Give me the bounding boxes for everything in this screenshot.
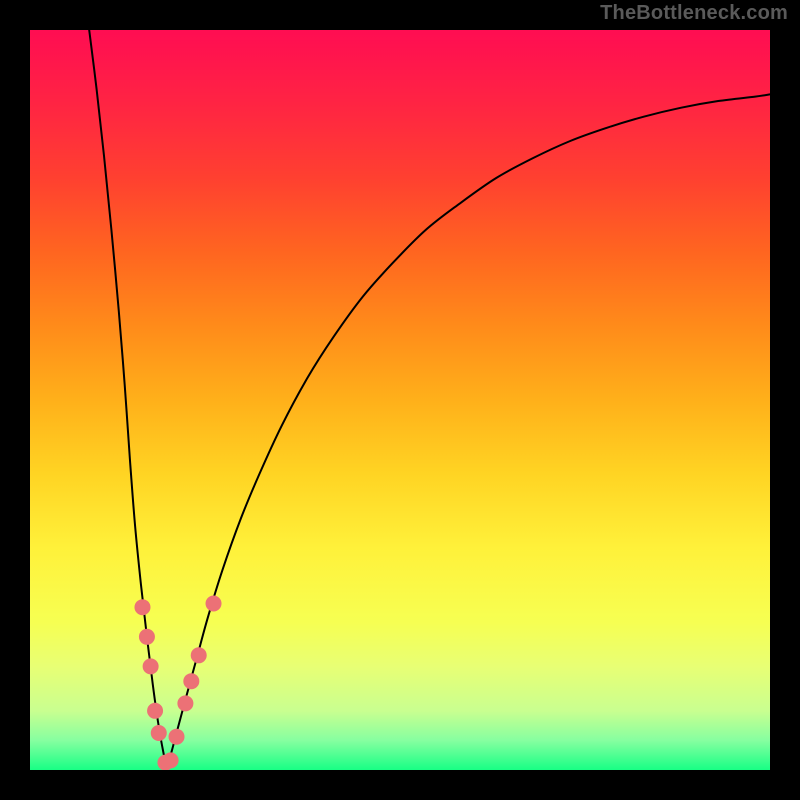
plot-area	[30, 30, 770, 770]
data-marker	[177, 695, 193, 711]
data-marker	[183, 673, 199, 689]
data-marker	[139, 629, 155, 645]
bottleneck-chart: TheBottleneck.com	[0, 0, 800, 800]
data-marker	[151, 725, 167, 741]
data-marker	[169, 729, 185, 745]
chart-svg	[0, 0, 800, 800]
data-marker	[143, 658, 159, 674]
data-marker	[191, 647, 207, 663]
data-marker	[163, 752, 179, 768]
data-marker	[206, 596, 222, 612]
data-marker	[147, 703, 163, 719]
data-marker	[134, 599, 150, 615]
